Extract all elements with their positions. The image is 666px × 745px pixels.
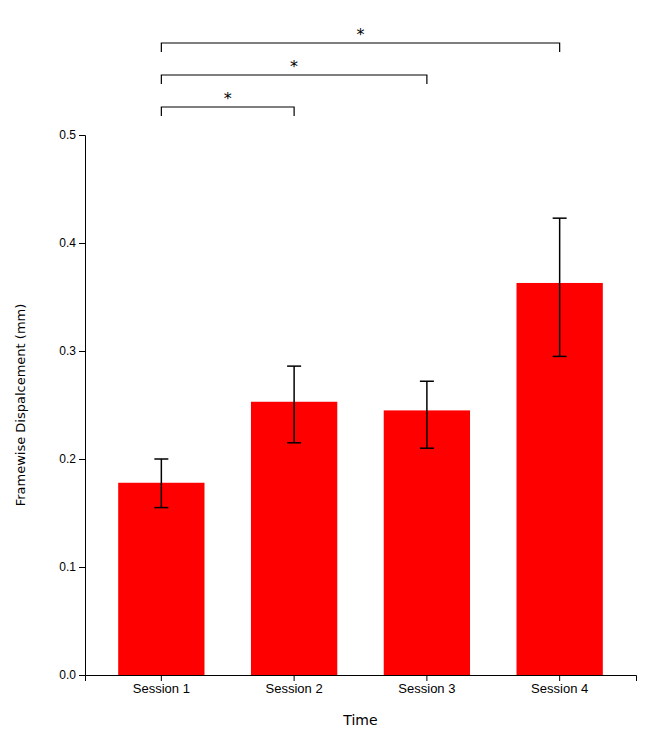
y-tick-mark [79,675,85,676]
y-tick-mark [79,351,85,352]
error-bar-stem [559,218,561,356]
error-bar-cap-lower [154,507,168,509]
significance-brackets: * * * [161,25,559,116]
error-bar [154,459,168,508]
error-bar-stem [426,381,428,448]
x-tick-label: Session 1 [133,681,190,696]
x-tick: Session 4 [531,675,588,696]
y-axis-line [79,136,86,676]
error-bar-cap-upper [553,217,567,219]
bracket-label: * [290,57,298,76]
x-axis-title: Time [342,712,377,728]
x-tick-mark [426,675,427,681]
y-tick-label: 0.5 [59,128,76,142]
x-tick-label: Session 4 [531,681,588,696]
error-bar-cap-upper [287,365,301,367]
bracket-line [161,43,559,52]
bracket: * [161,89,294,116]
error-bar-cap-lower [553,356,567,358]
chart: 0.00.10.20.30.40.5Session 1Session 2Sess… [0,0,666,745]
y-tick-label: 0.3 [59,344,76,358]
bracket-line [161,75,427,84]
x-tick: Session 1 [133,675,190,696]
x-tick-mark [294,675,295,681]
y-tick-mark [79,459,85,460]
bar [251,402,337,675]
error-bar [420,381,434,448]
y-axis: 0.0 0.1 0.2 0.3 0.4 0.5 [59,128,85,682]
bracket: * [161,25,559,52]
plot-area [118,218,603,675]
bracket-line [161,107,294,116]
y-tick-label: 0.0 [59,668,76,682]
y-tick: 0.4 [59,236,85,250]
y-tick-label: 0.1 [59,560,76,574]
bracket-label: * [357,25,365,44]
x-tick-label: Session 3 [398,681,455,696]
bracket: * [161,57,427,84]
y-tick-mark [79,243,85,244]
y-tick-mark [79,135,85,136]
y-tick: 0.0 [59,668,85,682]
error-bar-cap-upper [420,380,434,382]
bar [384,410,470,675]
y-tick-label: 0.4 [59,236,76,250]
x-axis: Session 1 Session 2 Session 3 Session 4 [86,675,637,696]
y-tick: 0.2 [59,452,85,466]
error-bar [553,218,567,356]
x-tick: Session 2 [266,675,323,696]
y-tick-label: 0.2 [59,452,76,466]
x-tick: Session 3 [398,675,455,696]
x-tick-mark [161,675,162,681]
y-tick: 0.5 [59,128,85,142]
y-tick: 0.1 [59,560,85,574]
error-bar-cap-lower [420,447,434,449]
x-axis-line [86,676,637,682]
x-tick-label: Session 2 [266,681,323,696]
x-tick-mark [559,675,560,681]
bar [118,483,204,675]
y-tick: 0.3 [59,344,85,358]
bracket-label: * [224,89,232,108]
y-axis-title: Framewise Dispalcement (mm) [13,304,28,507]
error-bar-cap-upper [154,458,168,460]
error-bar-cap-lower [287,442,301,444]
error-bar-stem [293,366,295,443]
error-bar [287,366,301,443]
y-tick-mark [79,567,85,568]
error-bar-stem [161,459,163,508]
